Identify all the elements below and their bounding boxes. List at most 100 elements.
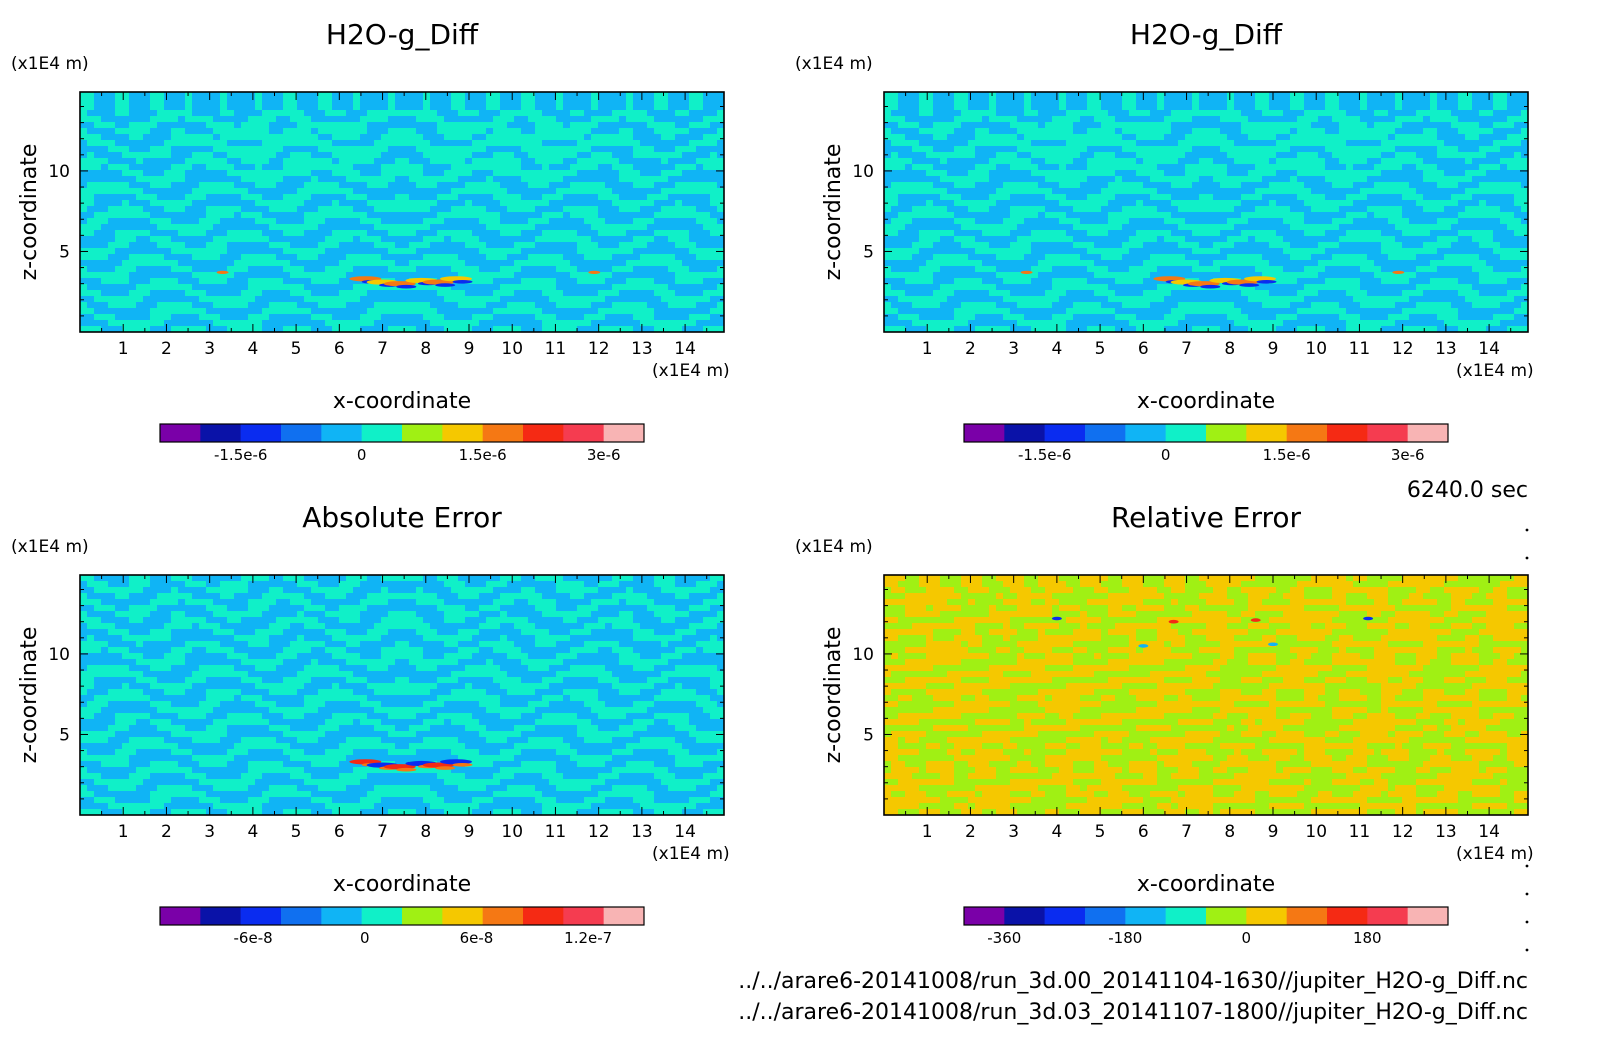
heatmap-cell xyxy=(1031,164,1039,171)
heatmap-cell xyxy=(150,320,158,327)
heatmap-cell xyxy=(262,242,270,249)
heatmap-cell xyxy=(409,110,417,117)
heatmap-cell xyxy=(717,128,724,135)
heatmap-cell xyxy=(682,260,690,267)
heatmap-cell xyxy=(108,266,116,273)
heatmap-cell xyxy=(1059,122,1067,129)
heatmap-cell xyxy=(1360,152,1368,159)
heatmap-cell xyxy=(248,176,256,183)
heatmap-cell xyxy=(262,212,270,219)
heatmap-cell xyxy=(933,116,941,123)
heatmap-cell xyxy=(584,224,592,231)
heatmap-cell xyxy=(563,218,571,225)
heatmap-cell xyxy=(507,200,515,207)
heatmap-cell xyxy=(325,170,333,177)
heatmap-cell xyxy=(430,152,438,159)
heatmap-cell xyxy=(143,164,151,171)
heatmap-cell xyxy=(1255,128,1263,135)
heatmap-cell xyxy=(549,272,557,279)
heatmap-cell xyxy=(395,296,403,303)
heatmap-cell xyxy=(905,98,913,105)
heatmap-cell xyxy=(164,206,172,213)
heatmap-cell xyxy=(94,92,102,99)
heatmap-cell xyxy=(626,260,634,267)
heatmap-cell xyxy=(367,134,375,141)
heatmap-cell xyxy=(136,182,144,189)
heatmap-cell xyxy=(437,236,445,243)
heatmap-cell xyxy=(87,314,95,321)
heatmap-cell xyxy=(353,116,361,123)
heatmap-cell xyxy=(472,218,480,225)
heatmap-cell xyxy=(982,92,990,99)
heatmap-cell xyxy=(451,302,459,309)
heatmap-cell xyxy=(598,272,606,279)
heatmap-cell xyxy=(430,194,438,201)
heatmap-cell xyxy=(912,152,920,159)
heatmap-cell xyxy=(563,122,571,129)
heatmap-cell xyxy=(458,296,466,303)
heatmap-cell xyxy=(1458,92,1466,99)
heatmap-cell xyxy=(332,260,340,267)
heatmap-cell xyxy=(87,254,95,261)
heatmap-cell xyxy=(1066,158,1074,165)
heatmap-cell xyxy=(87,284,95,291)
heatmap-cell xyxy=(675,308,683,315)
heatmap-cell xyxy=(570,242,578,249)
heatmap-cell xyxy=(493,188,501,195)
heatmap-cell xyxy=(905,104,913,111)
heatmap-cell xyxy=(1374,140,1382,147)
heatmap-cell xyxy=(570,98,578,105)
heatmap-cell xyxy=(717,188,724,195)
heatmap-cell xyxy=(269,266,277,273)
heatmap-cell xyxy=(423,302,431,309)
heatmap-cell xyxy=(80,284,88,291)
heatmap-cell xyxy=(325,308,333,315)
heatmap-cell xyxy=(248,98,256,105)
heatmap-cell xyxy=(626,236,634,243)
heatmap-cell xyxy=(129,92,137,99)
heatmap-cell xyxy=(374,128,382,135)
heatmap-cell xyxy=(542,284,550,291)
heatmap-cell xyxy=(633,134,641,141)
heatmap-cell xyxy=(591,104,599,111)
heatmap-cell xyxy=(1248,152,1256,159)
heatmap-cell xyxy=(717,104,724,111)
heatmap-cell xyxy=(717,110,724,117)
heatmap-cell xyxy=(605,170,613,177)
heatmap-cell xyxy=(577,122,585,129)
heatmap-cell xyxy=(465,188,473,195)
heatmap-cell xyxy=(689,278,697,285)
heatmap-cell xyxy=(1339,128,1347,135)
heatmap-cell xyxy=(318,248,326,255)
heatmap-cell xyxy=(283,134,291,141)
heatmap-cell xyxy=(248,170,256,177)
heatmap-cell xyxy=(682,302,690,309)
heatmap-cell xyxy=(1031,104,1039,111)
heatmap-cell xyxy=(325,200,333,207)
x-tick-label: 4 xyxy=(247,339,258,359)
heatmap-cell xyxy=(514,152,522,159)
heatmap-cell xyxy=(591,116,599,123)
heatmap-cell xyxy=(668,182,676,189)
heatmap-cell xyxy=(395,302,403,309)
heatmap-cell xyxy=(514,296,522,303)
heatmap-cell xyxy=(213,242,221,249)
heatmap-cell xyxy=(703,224,711,231)
heatmap-cell xyxy=(395,314,403,321)
heatmap-cell xyxy=(696,164,704,171)
heatmap-cell xyxy=(318,230,326,237)
heatmap-cell xyxy=(1514,140,1522,147)
heatmap-cell xyxy=(1248,158,1256,165)
heatmap-cell xyxy=(472,200,480,207)
heatmap-cell xyxy=(647,158,655,165)
heatmap-cell xyxy=(640,194,648,201)
heatmap-cell xyxy=(1206,116,1214,123)
heatmap-cell xyxy=(430,134,438,141)
heatmap-cell xyxy=(164,248,172,255)
heatmap-cell xyxy=(1220,146,1228,153)
heatmap-cell xyxy=(486,224,494,231)
heatmap-cell xyxy=(430,266,438,273)
heatmap-cell xyxy=(157,134,165,141)
heatmap-cell xyxy=(1017,98,1025,105)
heatmap-cell xyxy=(1199,140,1207,147)
